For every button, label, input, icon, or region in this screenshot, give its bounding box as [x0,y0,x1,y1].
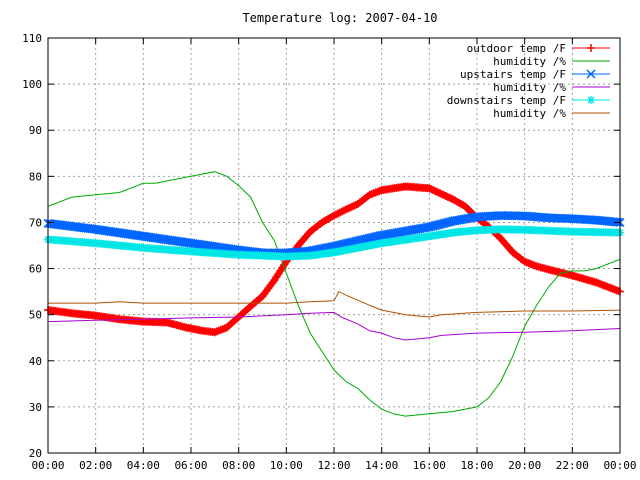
series-3 [47,311,621,341]
data-point-marker [430,186,439,195]
y-tick-label: 60 [29,263,42,276]
data-point-marker [441,191,450,200]
axis-ticks: 20 30 40 50 60 70 80 90 100 110 00:00 02:00 04:00 06:… [22,32,636,472]
chart-title: Temperature log: 2007-04-10 [242,11,437,25]
x-tick-label: 12:00 [317,459,350,472]
legend-label: humidity /% [493,81,566,94]
series-line [48,290,621,318]
series-0 [44,182,624,337]
series-2 [43,210,625,258]
y-tick-label: 30 [29,401,42,414]
legend-label: humidity /% [493,55,566,68]
data-point-marker [434,188,443,197]
x-tick-label: 08:00 [222,459,255,472]
x-tick-label: 02:00 [79,459,112,472]
series-line [47,311,621,341]
x-tick-label: 06:00 [174,459,207,472]
legend-marker [586,69,596,79]
data-point-marker [429,186,437,195]
legend-label: outdoor temp /F [467,42,566,55]
data-point-marker [438,190,447,199]
data-point-marker [425,184,434,193]
y-tick-label: 70 [29,216,42,229]
x-tick-label: 20:00 [508,459,541,472]
x-tick-label: 22:00 [556,459,589,472]
series-5 [48,290,621,318]
legend-marker [587,96,595,104]
data-point-marker [427,185,436,194]
data-point-marker [443,192,452,201]
series-line [47,171,621,417]
series-1 [47,171,621,417]
x-tick-label: 00:00 [31,459,64,472]
y-tick-label: 100 [22,78,42,91]
x-tick-label: 14:00 [365,459,398,472]
grid [48,38,620,453]
x-tick-label: 04:00 [127,459,160,472]
y-tick-label: 80 [29,170,42,183]
series-4 [44,225,624,261]
y-tick-label: 90 [29,124,42,137]
legend-label: humidity /% [493,107,566,120]
x-tick-label: 16:00 [413,459,446,472]
x-tick-label: 18:00 [460,459,493,472]
legend-marker [587,44,595,52]
y-tick-label: 20 [29,447,42,460]
series-lines [43,171,625,417]
data-point-marker [440,191,448,200]
x-tick-label: 10:00 [270,459,303,472]
legend-label: upstairs temp /F [460,68,566,81]
y-tick-label: 40 [29,355,42,368]
data-point-marker [432,187,441,196]
data-point-marker [436,189,445,198]
y-tick-label: 110 [22,32,42,45]
data-point-marker [445,193,454,202]
legend-label: downstairs temp /F [447,94,566,107]
x-tick-label: 00:00 [603,459,636,472]
y-tick-label: 50 [29,309,42,322]
